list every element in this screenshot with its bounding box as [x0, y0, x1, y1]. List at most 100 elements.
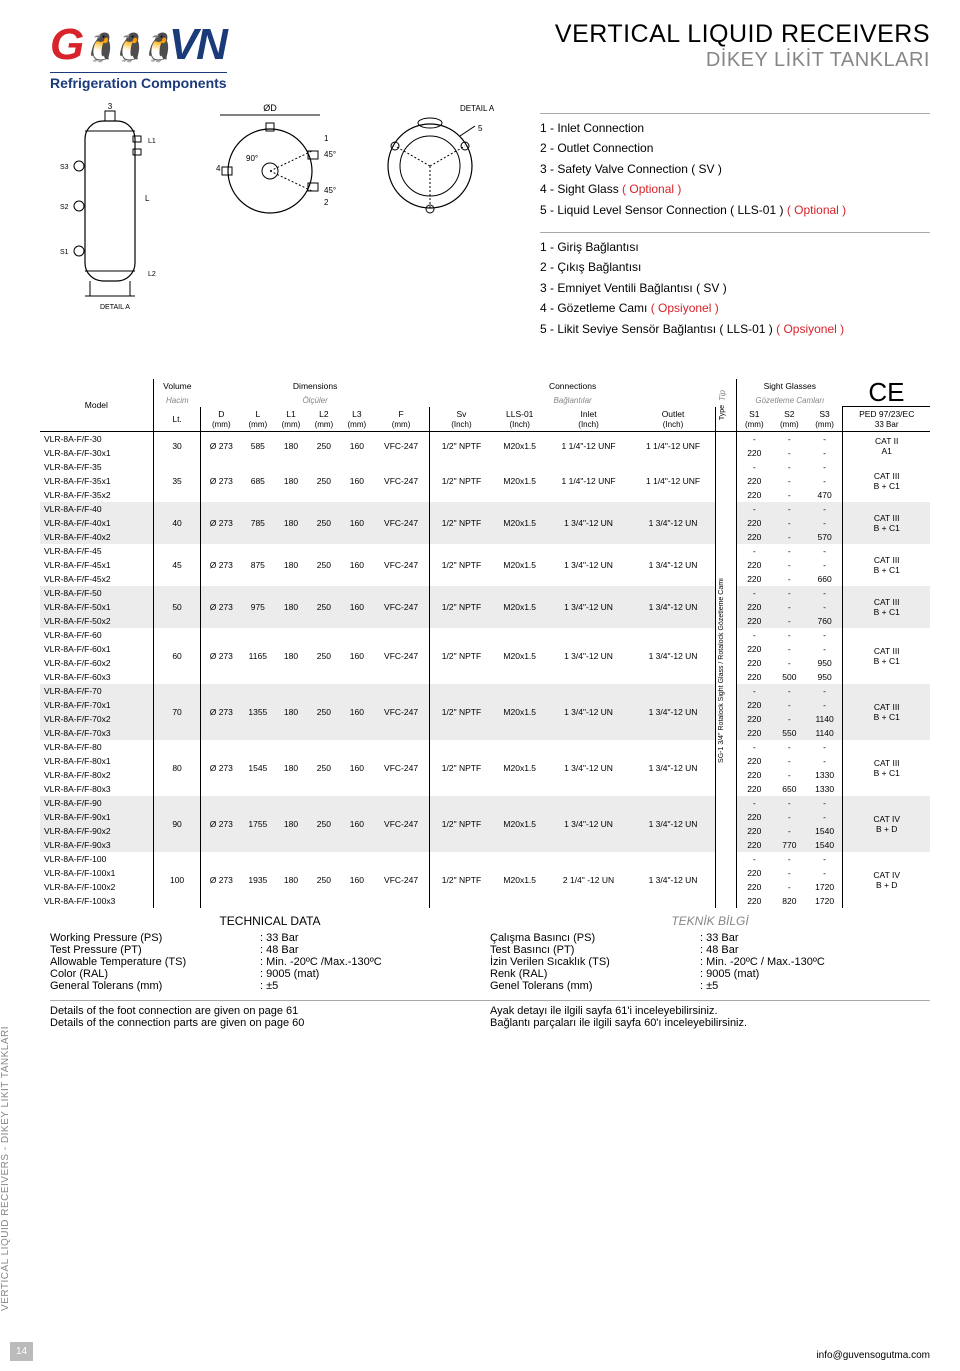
drawing-label-45a: 45°	[324, 150, 336, 159]
legend-item: 4 - Sight Glass ( Optional )	[540, 179, 930, 199]
details-en: Details of the foot connection are given…	[50, 1005, 490, 1029]
drawing-label-90: 90°	[246, 154, 258, 163]
drawing-label-2: 2	[324, 198, 329, 207]
tech-row: Allowable Temperature (TS)Min. -20ºC /Ma…	[50, 956, 490, 968]
th-sight-sub: Gözetleme Camları	[736, 393, 843, 406]
th-s2: S2(mm)	[772, 407, 807, 432]
drawing-label-od: ØD	[263, 103, 277, 113]
drawing-label-s2: S2	[60, 204, 69, 211]
drawing-label-detaila-2: DETAIL A	[460, 104, 495, 113]
drawing-label-s3: S3	[60, 164, 69, 171]
table-row: VLR-8A-F/F-9090Ø 2731755180250160VFC-247…	[40, 796, 930, 810]
tech-col-en: TECHNICAL DATA Working Pressure (PS)33 B…	[50, 914, 490, 992]
table-row: VLR-8A-F/F-5050Ø 273975180250160VFC-2471…	[40, 586, 930, 600]
legend-item: 3 - Emniyet Ventili Bağlantısı ( SV )	[540, 278, 930, 298]
page-titles: VERTICAL LIQUID RECEIVERS DİKEY LİKİT TA…	[555, 20, 930, 72]
th-model: Model	[40, 379, 153, 432]
details-line: Details of the foot connection are given…	[50, 1005, 490, 1017]
table-row: VLR-8A-F/F-3535Ø 273685180250160VFC-2471…	[40, 460, 930, 474]
th-dimensions: Dimensions	[201, 379, 429, 393]
th-ce: CE	[843, 379, 930, 407]
tech-row: Working Pressure (PS)33 Bar	[50, 932, 490, 944]
th-lt: Lt.	[153, 407, 201, 432]
drawing-label-l: L	[145, 194, 150, 203]
th-connections: Connections	[429, 379, 716, 393]
tech-row: Çalışma Basıncı (PS)33 Bar	[490, 932, 930, 944]
legend-item: 2 - Çıkış Bağlantısı	[540, 257, 930, 277]
title-main: VERTICAL LIQUID RECEIVERS	[555, 20, 930, 49]
th-conn-sub: Bağlantılar	[429, 393, 716, 406]
legend-middle-rule	[540, 232, 930, 233]
drawing-label-l1: L1	[148, 138, 156, 145]
drawing-label-l2: L2	[148, 271, 156, 278]
table-row: VLR-8A-F/F-4040Ø 273785180250160VFC-2471…	[40, 502, 930, 516]
page-header: G🐧🐧🐧VN Refrigeration Components VERTICAL…	[50, 20, 930, 91]
th-sight: Sight Glasses	[736, 379, 843, 393]
th-outlet: Outlet(Inch)	[631, 407, 716, 432]
table-row: VLR-8A-F/F-8080Ø 2731545180250160VFC-247…	[40, 740, 930, 754]
drawing-label-5: 5	[478, 124, 483, 133]
spec-table-wrap: Model Volume Dimensions Connections Type…	[40, 379, 930, 908]
table-row: VLR-8A-F/F-6060Ø 2731165180250160VFC-247…	[40, 628, 930, 642]
details-block: Details of the foot connection are given…	[50, 1000, 930, 1029]
table-row: VLR-8A-F/F-100100Ø 2731935180250160VFC-2…	[40, 852, 930, 866]
th-ped: PED 97/23/EC33 Bar	[843, 407, 930, 432]
footer-email: info@guvensogutma.com	[816, 1350, 930, 1361]
legend-item: 5 - Likit Seviye Sensör Bağlantısı ( LLS…	[540, 319, 930, 339]
drawings-row: 3 L1 S3 S2 S1 L DETAIL A L2	[50, 101, 930, 339]
th-l: L(mm)	[241, 407, 274, 432]
th-lls: LLS-01(Inch)	[493, 407, 546, 432]
legend-item: 2 - Outlet Connection	[540, 138, 930, 158]
drawing-label-45b: 45°	[324, 186, 336, 195]
page-number: 14	[10, 1342, 33, 1361]
th-type: Type Tip	[716, 379, 736, 432]
logo-block: G🐧🐧🐧VN Refrigeration Components	[50, 20, 227, 91]
details-line: Ayak detayı ile ilgili sayfa 61'i incele…	[490, 1005, 930, 1017]
tech-row: Renk (RAL)9005 (mat)	[490, 968, 930, 980]
th-inlet: Inlet(Inch)	[546, 407, 630, 432]
th-s1: S1(mm)	[736, 407, 772, 432]
details-line: Bağlantı parçaları ile ilgili sayfa 60'ı…	[490, 1017, 930, 1029]
tech-head-tr: TEKNİK BİLGİ	[490, 914, 930, 928]
logo-subtitle: Refrigeration Components	[50, 72, 227, 91]
tech-row: General Tolerans (mm)±5	[50, 980, 490, 992]
th-d: D(mm)	[201, 407, 241, 432]
tech-row: İzin Verilen Sıcaklık (TS)Min. -20ºC / M…	[490, 956, 930, 968]
legend-item: 3 - Safety Valve Connection ( SV )	[540, 159, 930, 179]
legend-block: 1 - Inlet Connection2 - Outlet Connectio…	[520, 101, 930, 339]
legend-item: 5 - Liquid Level Sensor Connection ( LLS…	[540, 200, 930, 220]
th-sv: Sv(Inch)	[429, 407, 493, 432]
legend-top-rule	[540, 113, 930, 114]
drawing-label-s1: S1	[60, 249, 69, 256]
spec-table: Model Volume Dimensions Connections Type…	[40, 379, 930, 908]
tech-row: Test Pressure (PT)48 Bar	[50, 944, 490, 956]
drawing-label-1: 1	[324, 134, 329, 143]
details-line: Details of the connection parts are give…	[50, 1017, 490, 1029]
logo-text: G🐧🐧🐧VN	[50, 20, 227, 70]
drawing-top-view: ØD 45° 45° 90° 1 2 4	[190, 101, 350, 231]
th-volume-sub: Hacim	[153, 393, 201, 406]
logo-letter-g: G	[50, 20, 82, 69]
side-label: VERTICAL LIQUID RECEIVERS - DİKEY LİKİT …	[0, 1026, 11, 1311]
tech-row: Genel Tolerans (mm)±5	[490, 980, 930, 992]
th-s3: S3(mm)	[807, 407, 843, 432]
details-tr: Ayak detayı ile ilgili sayfa 61'i incele…	[490, 1005, 930, 1029]
legend-item: 4 - Gözetleme Camı ( Opsiyonel )	[540, 298, 930, 318]
th-l2: L2(mm)	[307, 407, 340, 432]
logo-letter-vn: VN	[169, 20, 226, 69]
table-row: VLR-8A-F/F-7070Ø 2731355180250160VFC-247…	[40, 684, 930, 698]
th-l3: L3(mm)	[340, 407, 373, 432]
tech-row: Test Basıncı (PT)48 Bar	[490, 944, 930, 956]
penguin-icon: 🐧🐧🐧	[82, 31, 169, 64]
th-f: F(mm)	[373, 407, 429, 432]
title-sub: DİKEY LİKİT TANKLARI	[555, 49, 930, 72]
drawing-side-view: 3 L1 S3 S2 S1 L DETAIL A L2	[50, 101, 170, 311]
drawing-bottom-view: DETAIL A 5	[370, 101, 500, 231]
tech-row: Color (RAL)9005 (mat)	[50, 968, 490, 980]
th-l1: L1(mm)	[274, 407, 307, 432]
th-dim-sub: Ölçüler	[201, 393, 429, 406]
drawing-label-detaila-1: DETAIL A	[100, 304, 130, 311]
drawing-label-4: 4	[216, 164, 221, 173]
table-row: VLR-8A-F/F-4545Ø 273875180250160VFC-2471…	[40, 544, 930, 558]
th-volume: Volume	[153, 379, 201, 393]
